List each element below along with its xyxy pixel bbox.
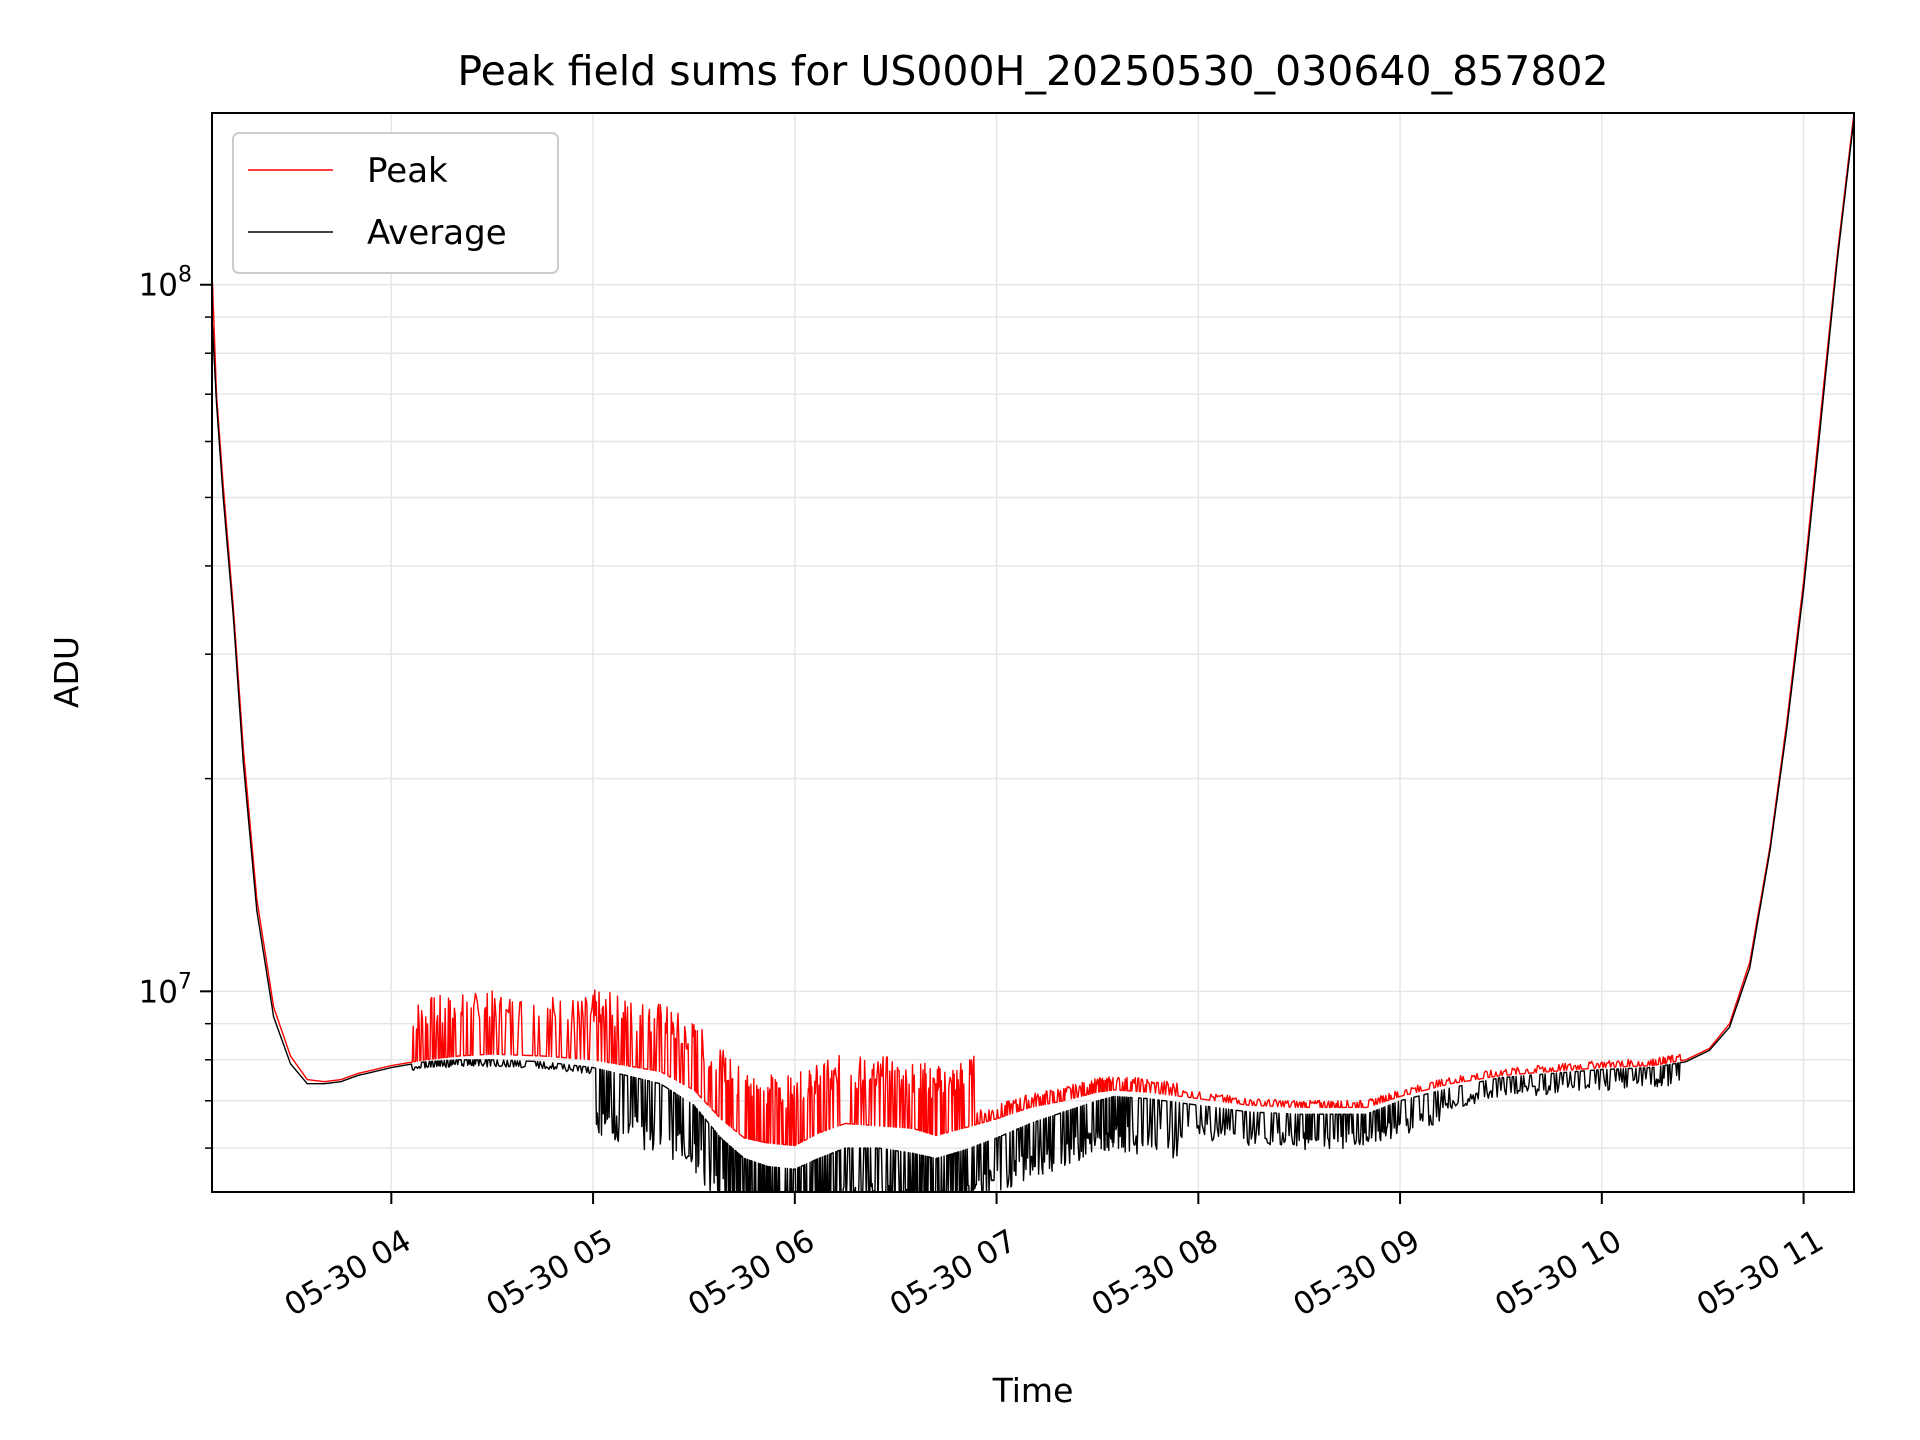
y-axis-ticks: 107 108 [139, 263, 212, 1149]
legend-label-average: Average [367, 213, 507, 253]
series-group [212, 113, 1854, 1192]
y-axis-label: ADU [47, 636, 86, 708]
legend-label-peak: Peak [367, 151, 448, 191]
series-line-peak [212, 113, 1854, 1147]
chart-title: Peak field sums for US000H_20250530_0306… [457, 47, 1608, 95]
series-layer [212, 113, 1854, 1192]
y-tick-label-0: 107 [139, 969, 192, 1010]
x-axis-label: Time [992, 1371, 1074, 1410]
legend: Peak Average [232, 132, 559, 274]
plot-area-frame [211, 112, 1855, 1193]
y-tick-label-1: 108 [139, 263, 192, 304]
legend-box [232, 132, 559, 274]
series-line-average [212, 118, 1854, 1192]
